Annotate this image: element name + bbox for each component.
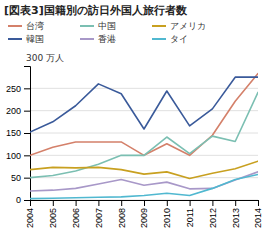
y-tick: 0 <box>16 195 30 205</box>
y-axis-line <box>24 67 31 201</box>
y-tick-label: 100 <box>6 151 21 161</box>
x-tick: 2008 <box>117 200 127 228</box>
legend-item: アメリカ <box>152 21 206 31</box>
legend-item: 台湾 <box>8 21 44 31</box>
y-axis-label: 300 万人 <box>26 53 64 63</box>
x-tick: 2009 <box>139 200 149 228</box>
title: [図表3]国籍別の訪日外国人旅行者数 <box>4 4 188 17</box>
x-tick-mark <box>98 200 99 206</box>
legend-swatch <box>80 25 94 27</box>
x-tick-mark <box>76 200 77 206</box>
x-tick-mark <box>121 200 122 206</box>
x-tick-label: 2011 <box>185 208 195 227</box>
legend-label: アメリカ <box>170 21 206 31</box>
series-line <box>30 92 258 177</box>
legend-label: 香港 <box>98 34 116 44</box>
grid-line <box>30 133 258 134</box>
y-tick: 250 <box>6 84 30 94</box>
legend-item: タイ <box>152 34 188 44</box>
legend-label: タイ <box>170 34 188 44</box>
legend-swatch <box>152 38 166 40</box>
chart: [図表3]国籍別の訪日外国人旅行者数0501001502002502004200… <box>0 0 268 236</box>
y-tick-label: 50 <box>11 173 21 183</box>
y-tick: 100 <box>6 151 30 161</box>
x-tick: 2011 <box>185 200 195 227</box>
legend-item: 中国 <box>80 21 116 31</box>
x-tick-label: 2005 <box>48 208 58 228</box>
x-tick-label: 2008 <box>117 208 127 228</box>
x-tick-mark <box>53 200 54 206</box>
legend-swatch <box>8 38 22 40</box>
y-tick-mark <box>24 133 30 134</box>
legend-label: 台湾 <box>26 21 44 31</box>
y-tick-label: 150 <box>6 128 21 138</box>
grid-line <box>30 110 258 111</box>
legend-label: 韓国 <box>26 34 44 44</box>
legend-swatch <box>8 25 22 27</box>
x-tick-label: 2009 <box>139 208 149 228</box>
y-tick-mark <box>24 200 30 201</box>
x-tick-label: 2010 <box>162 208 172 228</box>
x-tick: 2013 <box>231 200 241 228</box>
x-tick: 2005 <box>48 200 58 228</box>
y-tick: 50 <box>11 173 30 183</box>
x-tick-label: 2006 <box>71 208 81 228</box>
y-tick-label: 0 <box>16 195 21 205</box>
x-tick-label: 2004 <box>25 208 35 228</box>
y-tick-label: 250 <box>6 84 21 94</box>
x-axis-line <box>31 201 259 207</box>
x-tick-mark <box>235 200 236 206</box>
x-tick-mark <box>212 200 213 206</box>
legend-item: 韓国 <box>8 34 44 44</box>
legend-label: 中国 <box>98 21 116 31</box>
grid-line <box>30 177 258 178</box>
x-tick: 2010 <box>162 200 172 228</box>
x-tick: 2004 <box>25 200 35 228</box>
legend-swatch <box>152 25 166 27</box>
x-tick-mark <box>144 200 145 206</box>
series-line <box>30 172 258 191</box>
x-tick: 2006 <box>71 200 81 228</box>
series-line <box>30 77 258 132</box>
x-tick-mark <box>167 200 168 206</box>
x-tick: 2012 <box>208 200 218 228</box>
x-axis: 2004 2005 2006 2007 2008 2009 2010 2011 2012 2013… <box>25 200 263 228</box>
series-line <box>30 74 258 156</box>
series-line <box>30 175 258 199</box>
series-group <box>30 74 258 199</box>
series-line <box>30 161 258 178</box>
x-tick-mark <box>258 200 259 206</box>
y-tick: 200 <box>6 106 30 116</box>
y-tick-mark <box>24 111 30 112</box>
y-tick: 150 <box>6 128 30 138</box>
y-tick-label: 200 <box>6 106 21 116</box>
y-axis: 0 50 100 150 200 250 <box>6 67 31 206</box>
grid-line <box>30 88 258 89</box>
y-tick-mark <box>24 88 30 89</box>
x-tick-label: 2012 <box>208 208 218 228</box>
x-tick: 2014 <box>253 200 263 228</box>
legend: 台湾 中国 アメリカ韓国 香港 タイ <box>8 21 206 44</box>
legend-item: 香港 <box>80 34 116 44</box>
legend-swatch <box>80 38 94 40</box>
x-tick: 2007 <box>94 200 104 228</box>
y-tick-mark <box>24 178 30 179</box>
x-tick-label: 2007 <box>94 208 104 228</box>
y-tick-mark <box>24 155 30 156</box>
x-tick-label: 2013 <box>231 208 241 228</box>
plot: 0501001502002502004200520062007200820092… <box>6 67 263 229</box>
x-tick-mark <box>190 200 191 206</box>
x-tick-label: 2014 <box>253 208 263 228</box>
x-tick-mark <box>30 200 31 206</box>
